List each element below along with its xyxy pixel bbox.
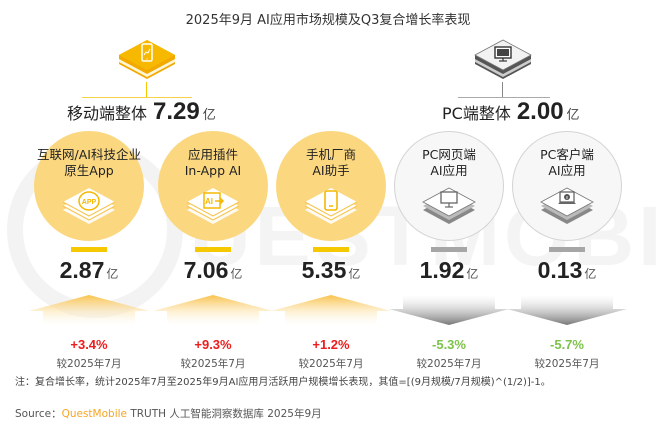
- monitor-icon: [474, 39, 532, 79]
- svg-text:APP: APP: [82, 199, 97, 206]
- page-title: 2025年9月 AI应用市场规模及Q3复合增长率表现: [185, 13, 471, 28]
- arrow-up-icon: [271, 295, 391, 325]
- source-prefix: Source：: [15, 408, 62, 420]
- source-brand: QuestMobile: [61, 408, 127, 420]
- segment-bar: [549, 247, 585, 252]
- segment-label: PC客户端 AI应用: [540, 147, 594, 178]
- segment-label: PC网页端 AI应用: [422, 147, 476, 178]
- mobile-connector-vertical: [146, 82, 147, 97]
- laptop-cloud-icon: [540, 187, 594, 224]
- segment-bar: [431, 247, 467, 252]
- segment-label: 应用插件 In-App AI: [184, 147, 242, 178]
- svg-text:AI: AI: [205, 197, 213, 206]
- growth-rate: -5.7%: [550, 337, 584, 352]
- ai-plugin-icon: AI: [186, 188, 240, 224]
- mobile-group-value: 7.29: [153, 98, 200, 125]
- growth-rate: -5.3%: [432, 337, 466, 352]
- segment-bar: [313, 247, 349, 252]
- segment-value: 7.06 亿: [183, 257, 243, 283]
- compare-period: 较2025年7月: [416, 358, 482, 370]
- segment-label: 手机厂商 AI助手: [305, 147, 356, 178]
- pc-connector-vertical: [502, 82, 503, 97]
- source-line: Source：QuestMobile TRUTH 人工智能洞察数据库 2025年…: [15, 406, 322, 421]
- compare-period: 较2025年7月: [298, 358, 364, 370]
- arrow-down-icon: [507, 295, 627, 325]
- pc-group-name: PC端整体: [442, 104, 511, 123]
- phone-icon: [304, 188, 358, 224]
- segment-value: 1.92 亿: [419, 257, 479, 283]
- pc-group-value: 2.00: [516, 98, 564, 125]
- mobile-group-name: 移动端整体: [67, 104, 148, 123]
- arrow-up-icon: [29, 295, 149, 325]
- mobile-group-unit: 亿: [202, 108, 216, 123]
- pc-group-unit: 亿: [566, 108, 580, 123]
- source-suffix: TRUTH 人工智能洞察数据库 2025年9月: [127, 408, 322, 420]
- segment-bar: [71, 247, 107, 252]
- growth-rate: +3.4%: [70, 337, 108, 352]
- mobile-group-label: 移动端整体 7.29 亿: [67, 98, 216, 126]
- segment-label: 互联网/AI科技企业 原生App: [37, 147, 141, 178]
- smartphone-chart-icon: [119, 40, 175, 79]
- pc-group-label: PC端整体 2.00 亿: [442, 98, 580, 126]
- compare-period: 较2025年7月: [180, 358, 246, 370]
- arrow-down-icon: [389, 295, 509, 325]
- desktop-monitor-icon: [422, 187, 476, 224]
- segment-value: 5.35 亿: [301, 257, 361, 283]
- app-badge-icon: APP: [62, 188, 116, 224]
- compare-period: 较2025年7月: [534, 358, 600, 370]
- segment-value: 0.13 亿: [537, 257, 597, 283]
- segment-bar: [195, 247, 231, 252]
- compare-period: 较2025年7月: [56, 358, 122, 370]
- segment-value: 2.87 亿: [59, 257, 119, 283]
- arrow-up-icon: [153, 295, 273, 325]
- footnote: 注：复合增长率，统计2025年7月至2025年9月AI应用月活跃用户规模增长表现…: [15, 377, 551, 388]
- growth-rate: +9.3%: [194, 337, 232, 352]
- growth-rate: +1.2%: [312, 337, 350, 352]
- pc-connector-horizontal: [458, 97, 550, 98]
